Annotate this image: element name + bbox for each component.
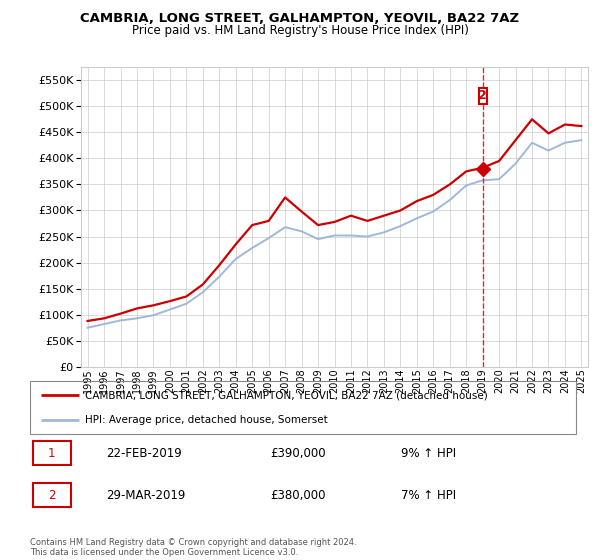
- Text: Price paid vs. HM Land Registry's House Price Index (HPI): Price paid vs. HM Land Registry's House …: [131, 24, 469, 37]
- Text: 29-MAR-2019: 29-MAR-2019: [106, 488, 186, 502]
- Text: 2: 2: [478, 90, 487, 102]
- Text: 2: 2: [48, 488, 56, 502]
- Text: HPI: Average price, detached house, Somerset: HPI: Average price, detached house, Some…: [85, 414, 328, 424]
- Text: £390,000: £390,000: [270, 446, 326, 460]
- FancyBboxPatch shape: [479, 88, 487, 104]
- Text: £380,000: £380,000: [270, 488, 326, 502]
- Text: CAMBRIA, LONG STREET, GALHAMPTON, YEOVIL, BA22 7AZ: CAMBRIA, LONG STREET, GALHAMPTON, YEOVIL…: [80, 12, 520, 25]
- Bar: [33, 483, 71, 507]
- Text: 9% ↑ HPI: 9% ↑ HPI: [401, 446, 457, 460]
- Text: CAMBRIA, LONG STREET, GALHAMPTON, YEOVIL, BA22 7AZ (detached house): CAMBRIA, LONG STREET, GALHAMPTON, YEOVIL…: [85, 390, 487, 400]
- Text: 1: 1: [48, 446, 56, 460]
- Text: 22-FEB-2019: 22-FEB-2019: [106, 446, 182, 460]
- Text: Contains HM Land Registry data © Crown copyright and database right 2024.
This d: Contains HM Land Registry data © Crown c…: [30, 538, 356, 557]
- Text: 7% ↑ HPI: 7% ↑ HPI: [401, 488, 457, 502]
- Bar: [33, 441, 71, 465]
